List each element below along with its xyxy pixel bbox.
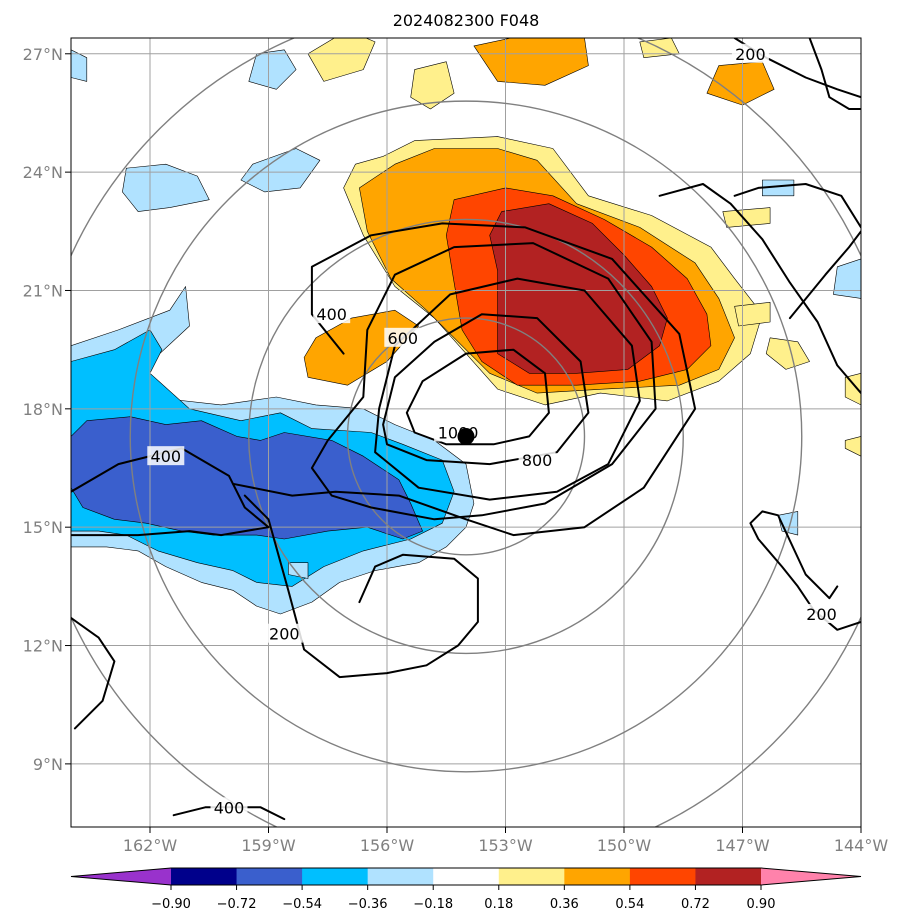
colorbar-segment-8 (695, 868, 762, 885)
filled-region-7 (410, 61, 455, 110)
y-tick-label-2: 15°N (23, 518, 63, 537)
contour-label-14: 400 (214, 798, 245, 817)
colorbar-extend-low (71, 868, 171, 885)
contour-label-bg-2 (384, 327, 422, 347)
colorbar-segment-3 (367, 868, 434, 885)
contour-line-9 (808, 38, 861, 110)
y-tick-label-4: 21°N (23, 281, 63, 300)
colorbar-tick-label-7: 0.54 (615, 897, 644, 912)
x-axis-ticks: 162°W 159°W 156°W 153°W 150°W 147°W 144°W (123, 827, 889, 855)
colorbar-tick-label-3: −0.36 (348, 897, 388, 912)
colorbar-segment-5 (498, 868, 565, 885)
contour-label-5: 400 (151, 447, 182, 466)
contour-line-6 (243, 494, 479, 679)
filled-region-13 (844, 372, 861, 406)
contour-line-2 (374, 277, 641, 501)
contour-label-bg-7 (803, 603, 840, 623)
colorbar-tick-label-8: 0.72 (681, 897, 710, 912)
contour-label-bg-5 (147, 446, 185, 466)
filled-region-22 (761, 179, 795, 197)
y-tick-label-6: 27°N (23, 45, 63, 64)
colorbar-segment-6 (564, 868, 631, 885)
x-tick-label-4: 150°W (597, 836, 652, 855)
range-ring-2 (129, 100, 803, 773)
colorbar-tick-label-5: 0.18 (484, 897, 513, 912)
filled-region-11 (734, 301, 771, 327)
colorbar-segment-1 (236, 868, 303, 885)
center-marker-0 (457, 427, 475, 445)
contour-label-1: 800 (522, 451, 553, 470)
contour-line-13 (71, 616, 116, 730)
x-tick-label-1: 159°W (241, 836, 296, 855)
contour-label-bg-6 (265, 623, 303, 643)
filled-contours (71, 38, 861, 615)
contour-label-7: 200 (806, 605, 837, 624)
filled-region-12 (765, 337, 810, 370)
filled-region-25 (287, 562, 309, 579)
contour-line-3 (310, 242, 657, 521)
range-ring-1 (248, 218, 684, 655)
filled-region-5 (473, 38, 589, 86)
filled-region-20 (248, 49, 297, 90)
contour-line-1 (382, 313, 590, 466)
contour-line-11 (733, 183, 861, 229)
colorbar-tick-label-9: 0.90 (747, 897, 776, 912)
contour-label-2: 600 (388, 329, 419, 348)
filled-region-14 (844, 436, 861, 457)
colorbar-segment-2 (302, 868, 369, 885)
colorbar-tick-label-2: −0.54 (282, 897, 322, 912)
colorbar-tick-label-1: −0.72 (217, 897, 257, 912)
plot-frame (70, 37, 862, 828)
y-tick-label-5: 24°N (23, 163, 63, 182)
filled-region-23 (833, 258, 861, 299)
filled-region-24 (777, 511, 799, 536)
colorbar-tick-label-4: −0.18 (413, 897, 453, 912)
y-tick-label-3: 18°N (23, 400, 63, 419)
filled-region-10 (722, 207, 771, 228)
contour-line-12 (788, 230, 861, 320)
range-rings (71, 38, 861, 827)
colorbar-segment-7 (629, 868, 696, 885)
x-tick-label-3: 153°W (478, 836, 533, 855)
center-markers (457, 427, 475, 445)
chart-title: 2024082300 F048 (393, 11, 540, 30)
contour-label-bg-1 (518, 450, 556, 470)
x-tick-label-0: 162°W (123, 836, 178, 855)
x-tick-label-6: 144°W (834, 836, 889, 855)
colorbar-tick-label-0: −0.90 (151, 897, 191, 912)
contour-label-8: 200 (735, 45, 766, 64)
contour-label-bg-8 (731, 43, 769, 63)
colorbar: −0.90 −0.72 −0.54 −0.36 −0.18 0.18 0.36 0.54 0.7… (70, 867, 862, 912)
filled-region-19 (240, 148, 321, 193)
x-tick-label-2: 156°W (360, 836, 415, 855)
y-tick-label-0: 9°N (33, 755, 63, 774)
colorbar-extend-high (761, 868, 861, 885)
colorbar-tick-label-6: 0.36 (550, 897, 579, 912)
contour-label-3: 400 (316, 305, 347, 324)
y-axis-ticks: 9°N 12°N 15°N 18°N 21°N 24°N 27°N (23, 45, 71, 774)
contour-label-bg-3 (313, 304, 351, 324)
contour-line-10 (658, 183, 861, 395)
contour-label-bg-14 (210, 797, 248, 817)
contour-label-6: 200 (269, 625, 300, 644)
filled-region-18 (122, 163, 210, 212)
range-ring-0 (346, 317, 586, 556)
x-tick-label-5: 147°W (715, 836, 770, 855)
filled-region-6 (307, 38, 376, 82)
colorbar-segment-4 (433, 868, 500, 885)
y-tick-label-1: 12°N (23, 637, 63, 656)
contour-line-4 (231, 222, 697, 537)
colorbar-segment-0 (171, 868, 238, 885)
filled-region-21 (71, 49, 88, 82)
